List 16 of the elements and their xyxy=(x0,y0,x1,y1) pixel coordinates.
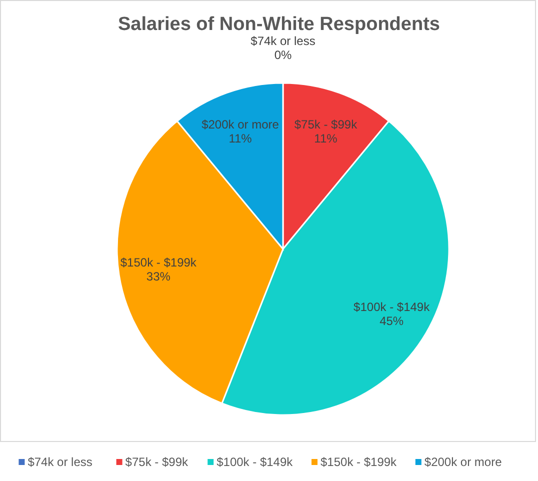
data-label: 11% xyxy=(228,131,252,146)
legend-label: $75k - $99k xyxy=(125,455,190,469)
data-label: 45% xyxy=(380,314,404,328)
slice-label: $150k - $199k xyxy=(120,256,198,270)
category-label: $74k or less xyxy=(250,34,316,48)
slice-label: $75k - $99k xyxy=(294,117,358,132)
data-label: 33% xyxy=(146,270,171,284)
text: 0% xyxy=(274,48,292,62)
legend-label: $150k - $199k xyxy=(320,455,398,469)
data-label: 11% xyxy=(314,131,338,146)
legend-label: $200k or more xyxy=(424,455,502,469)
slice-label: $200k or more xyxy=(202,117,280,132)
legend-label: $74k or less xyxy=(28,455,92,469)
slice-label: $100k - $149k xyxy=(354,300,431,314)
chart-title: Salaries of Non-White Respondents xyxy=(118,14,440,35)
legend-label: $100k - $149k xyxy=(216,455,294,469)
